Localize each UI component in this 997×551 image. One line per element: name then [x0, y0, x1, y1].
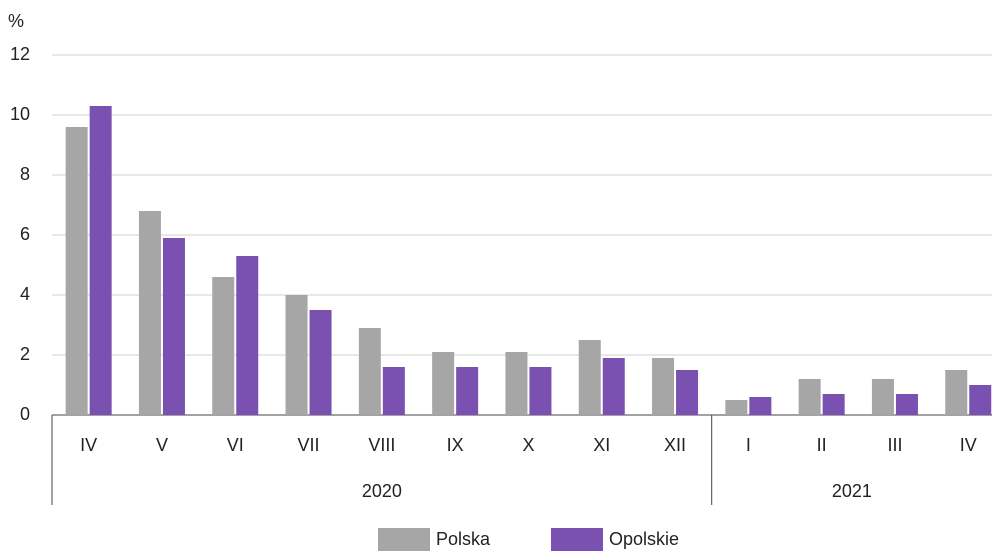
legend-swatch — [378, 528, 430, 551]
x-tick-label: V — [156, 435, 168, 455]
bar — [529, 367, 552, 415]
x-tick-label: III — [887, 435, 902, 455]
bar — [945, 370, 968, 415]
bar — [382, 367, 405, 415]
x-tick-label: X — [522, 435, 534, 455]
x-tick-label: XI — [593, 435, 610, 455]
bar — [236, 256, 259, 415]
bar — [871, 379, 894, 415]
legend-label: Opolskie — [609, 529, 679, 549]
bar — [602, 358, 625, 415]
y-tick-label: 4 — [20, 284, 30, 304]
group-label: 2020 — [362, 481, 402, 501]
group-label: 2021 — [832, 481, 872, 501]
x-tick-label: IV — [960, 435, 977, 455]
legend-swatch — [551, 528, 603, 551]
bar — [138, 211, 161, 415]
legend-label: Polska — [436, 529, 491, 549]
x-tick-label: II — [817, 435, 827, 455]
bar — [749, 397, 772, 415]
x-tick-label: IX — [447, 435, 464, 455]
bar — [309, 310, 332, 415]
bar — [358, 328, 381, 415]
x-tick-label: VIII — [368, 435, 395, 455]
x-tick-label: I — [746, 435, 751, 455]
bar — [432, 352, 455, 415]
x-tick-label: VI — [227, 435, 244, 455]
y-tick-label: 0 — [20, 404, 30, 424]
bar — [65, 127, 88, 415]
bar — [969, 385, 992, 415]
y-tick-label: 6 — [20, 224, 30, 244]
bar — [162, 238, 185, 415]
y-axis-label: % — [8, 11, 24, 31]
bar — [212, 277, 235, 415]
y-tick-label: 10 — [10, 104, 30, 124]
y-tick-label: 8 — [20, 164, 30, 184]
bar — [822, 394, 845, 415]
x-tick-label: VII — [298, 435, 320, 455]
bar — [456, 367, 479, 415]
bar — [676, 370, 699, 415]
bar — [798, 379, 821, 415]
bar — [285, 295, 308, 415]
x-tick-label: IV — [80, 435, 97, 455]
y-tick-label: 12 — [10, 44, 30, 64]
y-tick-label: 2 — [20, 344, 30, 364]
bar — [895, 394, 918, 415]
bar — [578, 340, 601, 415]
bar — [505, 352, 528, 415]
bar — [725, 400, 748, 415]
x-tick-label: XII — [664, 435, 686, 455]
bar — [652, 358, 675, 415]
bar — [89, 106, 112, 415]
